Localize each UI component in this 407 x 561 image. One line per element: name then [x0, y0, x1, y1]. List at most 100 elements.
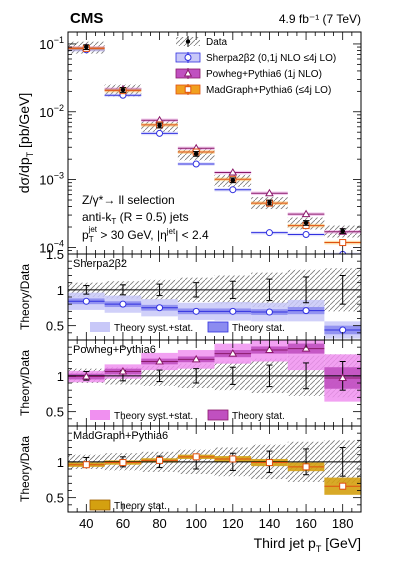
ratio-powheg-ytick-label-0: 0.5 — [46, 405, 64, 420]
ratio-madgraph-point-6 — [302, 463, 310, 471]
ratio-sherpa-point-5 — [265, 308, 273, 316]
x-tick-label-2: 80 — [152, 516, 166, 531]
legend-entry-madgraph: MadGraph+Pythia6 (≤4j LO) — [175, 84, 331, 96]
main-panel: 10−110−210−310−4 Data Sherpa2β2 (0,1j NL… — [39, 31, 362, 255]
ratio-powheg-legend-stat-label: Theory stat. — [232, 411, 285, 422]
ratio-sherpa-point-2 — [156, 304, 164, 312]
ratio-sherpa-ytick-label-1: 1 — [57, 283, 64, 298]
ratio-madgraph-point-0 — [82, 461, 90, 469]
ratio-madgraph-point-3 — [192, 453, 200, 461]
ratio-powheg-ytick-label-1: 1 — [57, 369, 64, 384]
ratio-sherpa-ytick-label-0: 0.5 — [46, 319, 64, 334]
main-data-point-5 — [267, 200, 272, 205]
x-tick-label-4: 120 — [222, 516, 244, 531]
main-sherpa-point-3 — [192, 160, 200, 168]
main-ticks: 10−110−210−310−4 — [39, 32, 362, 255]
main-powheg-point-5 — [265, 188, 274, 197]
ratio-sherpa-legend: Theory syst.+stat. Theory stat. — [90, 321, 285, 334]
main-data-point-6 — [303, 220, 309, 226]
main-ytick-base-3: 10 — [39, 240, 53, 255]
ratio-sherpa-point-6 — [302, 307, 310, 315]
experiment-label: CMS — [70, 10, 103, 27]
ratio-y-axis-title-madgraph: Theory/Data — [18, 436, 32, 502]
main-ytick-base-1: 10 — [39, 105, 53, 120]
ratio-sherpa-point-1 — [119, 300, 127, 308]
ratio-powheg-legend-stat-box — [207, 409, 229, 421]
ratio-madgraph-point-2 — [156, 456, 164, 464]
ratio-powheg-ticks: 0.51 — [46, 339, 362, 427]
main-ytick-label-1: 10−2 — [39, 103, 64, 120]
ratio-sherpa-point-3 — [192, 307, 200, 315]
legend-powheg-marker — [183, 68, 193, 77]
legend-entry-data: Data — [176, 36, 228, 48]
main-data-point-4 — [230, 177, 236, 183]
legend-sherpa-label: Sherpa2β2 (0,1j NLO ≤4j LO) — [206, 53, 336, 64]
ratio-powheg-point-5 — [265, 345, 274, 354]
ratio-madgraph-ytick-label-0: 0.5 — [46, 491, 64, 506]
x-tick-label-7: 180 — [332, 516, 354, 531]
ratio-madgraph-legend-stat-label: Theory stat. — [114, 501, 167, 512]
ratio-madgraph-point-1 — [119, 459, 127, 467]
legend-data-label: Data — [206, 37, 228, 48]
main-ytick-exp-1: −2 — [54, 103, 64, 113]
ratio-sherpa-marks — [68, 268, 361, 339]
main-data-point-0 — [84, 44, 89, 50]
selection-line-2: anti-kT (R = 0.5) jets — [82, 210, 189, 226]
ratio-madgraph-point-4 — [229, 455, 237, 463]
x-tick-label-5: 140 — [259, 516, 281, 531]
main-ytick-exp-0: −1 — [54, 35, 64, 45]
main-data-point-7 — [340, 228, 345, 234]
ratio-panel-sherpa: 0.5 1 1.5 Sherpa2β2 Theory syst.+stat. The… — [46, 247, 362, 341]
ratio-sherpa-legend-syst-label: Theory syst.+stat. — [114, 323, 193, 334]
ratio-powheg-point-2 — [155, 357, 164, 365]
ratio-madgraph-marks — [68, 440, 361, 495]
ratio-madgraph-point-5 — [265, 459, 273, 467]
ratio-powheg-point-0 — [81, 372, 91, 380]
ratio-madgraph-title: MadGraph+Pythia6 — [73, 430, 168, 442]
main-ytick-label-3: 10−4 — [39, 238, 64, 255]
main-data-point-1 — [120, 87, 126, 93]
ratio-sherpa-legend-stat-label: Theory stat. — [232, 323, 285, 334]
ratio-panel-powheg: 0.51 Powheg+Pythia6 Theory syst.+stat. T… — [46, 339, 362, 427]
ratio-sherpa-legend-stat-box — [207, 321, 229, 333]
main-data-point-2 — [157, 123, 162, 128]
main-madgraph-point-7 — [339, 239, 347, 247]
legend-sherpa-marker — [184, 54, 192, 61]
legend-powheg-label: Powheg+Pythia6 (1j NLO) — [206, 69, 322, 80]
ratio-powheg-point-4 — [228, 349, 238, 357]
main-sherpa-point-6 — [302, 231, 310, 239]
x-tick-label-1: 60 — [116, 516, 130, 531]
ratio-powheg-point-1 — [118, 367, 128, 375]
ratio-sherpa-title: Sherpa2β2 — [73, 258, 127, 270]
ratio-powheg-legend-syst-box — [90, 410, 110, 420]
ratio-madgraph-ytick-label-1: 1 — [57, 455, 64, 470]
legend-data-marker — [185, 39, 191, 44]
ratio-powheg-point-6 — [301, 344, 311, 352]
ratio-powheg-legend-syst-label: Theory syst.+stat. — [114, 411, 193, 422]
selection-line-3: pTjet > 30 GeV, |ηjet| < 2.4 — [82, 225, 209, 244]
luminosity-label: 4.9 fb⁻¹ (7 TeV) — [279, 12, 361, 26]
main-ytick-base-2: 10 — [39, 173, 53, 188]
main-powheg-point-6 — [301, 209, 311, 218]
ratio-y-axis-title-sherpa: Theory/Data — [18, 264, 32, 330]
main-ytick-label-0: 10−1 — [39, 35, 64, 52]
main-ytick-exp-2: −3 — [54, 171, 64, 181]
main-ytick-exp-3: −4 — [54, 238, 64, 248]
ratio-powheg-point-3 — [191, 354, 201, 363]
ratio-powheg-point-7 — [338, 373, 348, 381]
legend-entry-powheg: Powheg+Pythia6 (1j NLO) — [175, 68, 322, 80]
ratio-madgraph-legend: Theory stat. — [89, 499, 167, 512]
selection-annotation: Z/γ*→ ll selection anti-kT (R = 0.5) jet… — [82, 193, 209, 244]
x-tick-label-3: 100 — [185, 516, 207, 531]
x-tick-label-0: 40 — [79, 516, 93, 531]
main-sherpa-point-5 — [265, 229, 273, 237]
x-tick-label-6: 160 — [295, 516, 317, 531]
legend-madgraph-marker — [184, 86, 192, 93]
ratio-sherpa-point-0 — [82, 297, 90, 305]
ratio-panel-madgraph: 0.5 1 MadGraph+Pythia6 Theory stat. — [46, 425, 362, 513]
ratio-madgraph-legend-stat-box — [89, 499, 111, 511]
legend-entry-sherpa: Sherpa2β2 (0,1j NLO ≤4j LO) — [175, 52, 336, 64]
main-data-point-3 — [193, 151, 199, 157]
main-y-axis-title: dσ/dpT [pb/GeV] — [16, 93, 35, 194]
